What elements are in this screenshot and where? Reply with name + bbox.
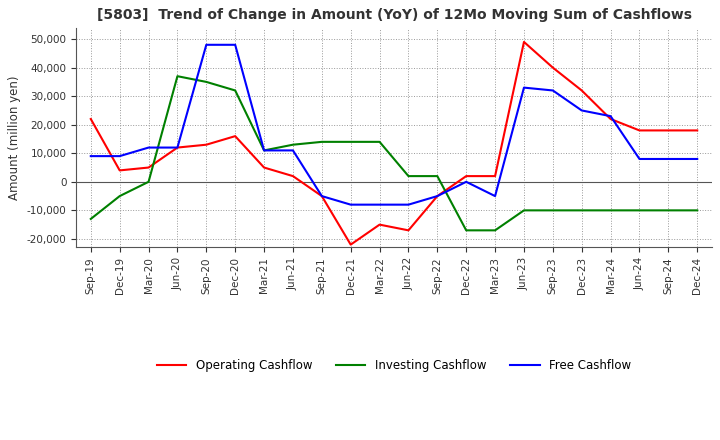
Investing Cashflow	[86, 216, 95, 222]
Operating Cashflow	[144, 165, 153, 170]
Operating Cashflow	[433, 194, 441, 199]
Investing Cashflow	[318, 139, 326, 144]
Operating Cashflow	[693, 128, 701, 133]
Investing Cashflow	[664, 208, 672, 213]
Operating Cashflow	[404, 228, 413, 233]
Investing Cashflow	[346, 139, 355, 144]
Free Cashflow	[577, 108, 586, 113]
Free Cashflow	[520, 85, 528, 90]
Free Cashflow	[549, 88, 557, 93]
Title: [5803]  Trend of Change in Amount (YoY) of 12Mo Moving Sum of Cashflows: [5803] Trend of Change in Amount (YoY) o…	[96, 8, 691, 22]
Investing Cashflow	[635, 208, 644, 213]
Line: Investing Cashflow: Investing Cashflow	[91, 76, 697, 231]
Line: Free Cashflow: Free Cashflow	[91, 45, 697, 205]
Investing Cashflow	[289, 142, 297, 147]
Free Cashflow	[289, 148, 297, 153]
Free Cashflow	[173, 145, 181, 150]
Operating Cashflow	[115, 168, 124, 173]
Operating Cashflow	[664, 128, 672, 133]
Free Cashflow	[635, 156, 644, 161]
Investing Cashflow	[520, 208, 528, 213]
Free Cashflow	[115, 154, 124, 159]
Operating Cashflow	[520, 39, 528, 44]
Free Cashflow	[318, 194, 326, 199]
Investing Cashflow	[577, 208, 586, 213]
Free Cashflow	[693, 156, 701, 161]
Free Cashflow	[375, 202, 384, 207]
Operating Cashflow	[346, 242, 355, 247]
Investing Cashflow	[606, 208, 615, 213]
Investing Cashflow	[462, 228, 471, 233]
Free Cashflow	[202, 42, 211, 48]
Operating Cashflow	[231, 133, 240, 139]
Free Cashflow	[491, 194, 500, 199]
Investing Cashflow	[433, 173, 441, 179]
Free Cashflow	[606, 114, 615, 119]
Free Cashflow	[231, 42, 240, 48]
Operating Cashflow	[86, 116, 95, 121]
Investing Cashflow	[375, 139, 384, 144]
Operating Cashflow	[289, 173, 297, 179]
Operating Cashflow	[173, 145, 181, 150]
Operating Cashflow	[318, 194, 326, 199]
Operating Cashflow	[577, 88, 586, 93]
Operating Cashflow	[375, 222, 384, 227]
Y-axis label: Amount (million yen): Amount (million yen)	[9, 75, 22, 200]
Investing Cashflow	[260, 148, 269, 153]
Investing Cashflow	[491, 228, 500, 233]
Free Cashflow	[346, 202, 355, 207]
Line: Operating Cashflow: Operating Cashflow	[91, 42, 697, 245]
Free Cashflow	[462, 179, 471, 184]
Operating Cashflow	[635, 128, 644, 133]
Investing Cashflow	[144, 179, 153, 184]
Legend: Operating Cashflow, Investing Cashflow, Free Cashflow: Operating Cashflow, Investing Cashflow, …	[152, 355, 636, 377]
Investing Cashflow	[115, 194, 124, 199]
Operating Cashflow	[462, 173, 471, 179]
Free Cashflow	[144, 145, 153, 150]
Investing Cashflow	[404, 173, 413, 179]
Free Cashflow	[404, 202, 413, 207]
Free Cashflow	[433, 194, 441, 199]
Operating Cashflow	[202, 142, 211, 147]
Operating Cashflow	[549, 65, 557, 70]
Investing Cashflow	[231, 88, 240, 93]
Investing Cashflow	[173, 73, 181, 79]
Operating Cashflow	[260, 165, 269, 170]
Operating Cashflow	[491, 173, 500, 179]
Investing Cashflow	[202, 79, 211, 84]
Free Cashflow	[664, 156, 672, 161]
Free Cashflow	[260, 148, 269, 153]
Investing Cashflow	[693, 208, 701, 213]
Operating Cashflow	[606, 116, 615, 121]
Free Cashflow	[86, 154, 95, 159]
Investing Cashflow	[549, 208, 557, 213]
